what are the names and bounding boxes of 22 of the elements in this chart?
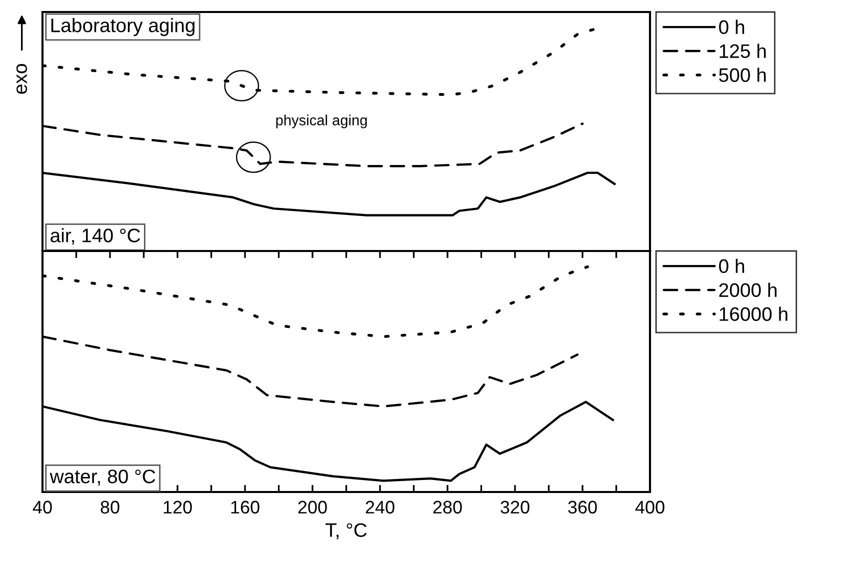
x-tick-label: 40 xyxy=(32,500,52,514)
x-tick-label: 240 xyxy=(366,500,394,514)
x-tick-label: 360 xyxy=(568,500,597,514)
legend-label: 2000 h xyxy=(719,282,777,298)
annotation: Laboratory aging xyxy=(51,18,194,36)
x-tick-label: 120 xyxy=(164,500,192,514)
x-tick-label: 280 xyxy=(433,500,462,514)
legend-label: 125 h xyxy=(720,44,766,58)
x-tick-label: 200 xyxy=(298,500,327,514)
annotation: water, 80 °C xyxy=(50,470,156,486)
x-tick-label: 80 xyxy=(100,500,120,514)
x-axis-title: T, °C xyxy=(326,523,367,540)
legend-label: 500 h xyxy=(719,68,766,82)
x-tick-label: 400 xyxy=(635,500,664,514)
annotation: air, 140 °C xyxy=(50,228,140,245)
legend-label: 0 h xyxy=(719,258,744,274)
legend-label: 16000 h xyxy=(720,306,788,321)
y-axis-title: exo xyxy=(16,64,28,94)
annotation: physical aging xyxy=(276,114,367,128)
x-tick-label: 160 xyxy=(231,500,260,514)
x-tick-label: 320 xyxy=(500,500,530,514)
legend-label: 0 h xyxy=(719,20,744,34)
